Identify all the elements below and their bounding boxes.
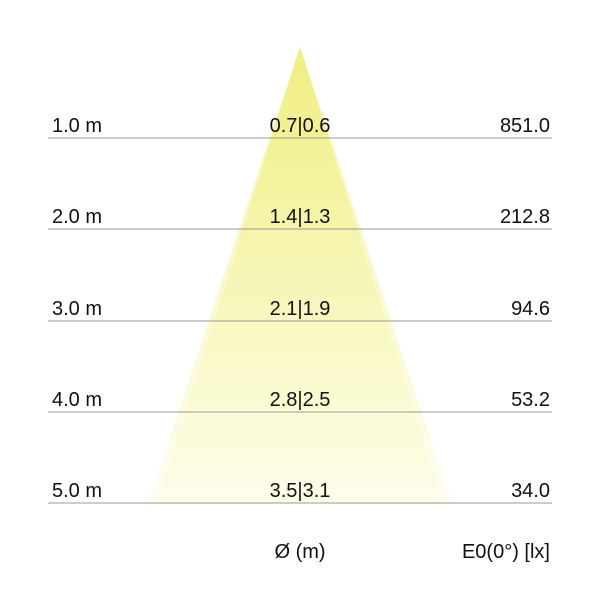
illuminance-value: 94.6 [511,298,550,320]
diameter-value: 0.7|0.6 [269,115,331,137]
distance-label: 1.0 m [52,115,103,137]
distance-label: 2.0 m [52,206,103,228]
distance-label: 3.0 m [52,298,103,320]
diameter-value: 2.1|1.9 [269,298,331,320]
illuminance-value: 34.0 [511,480,550,502]
illuminance-value: 212.8 [499,206,550,228]
diameter-column-label: Ø (m) [274,541,326,563]
illuminance-column-label: E0(0°) [lx] [461,541,550,563]
beam-cone-inner [157,47,443,503]
illuminance-value: 851.0 [499,115,550,137]
distance-label: 4.0 m [52,389,103,411]
distance-label: 5.0 m [52,480,103,502]
diameter-value: 2.8|2.5 [269,389,331,411]
diameter-value: 1.4|1.3 [269,206,331,228]
illuminance-value: 53.2 [511,389,550,411]
diameter-value: 3.5|3.1 [269,480,331,502]
